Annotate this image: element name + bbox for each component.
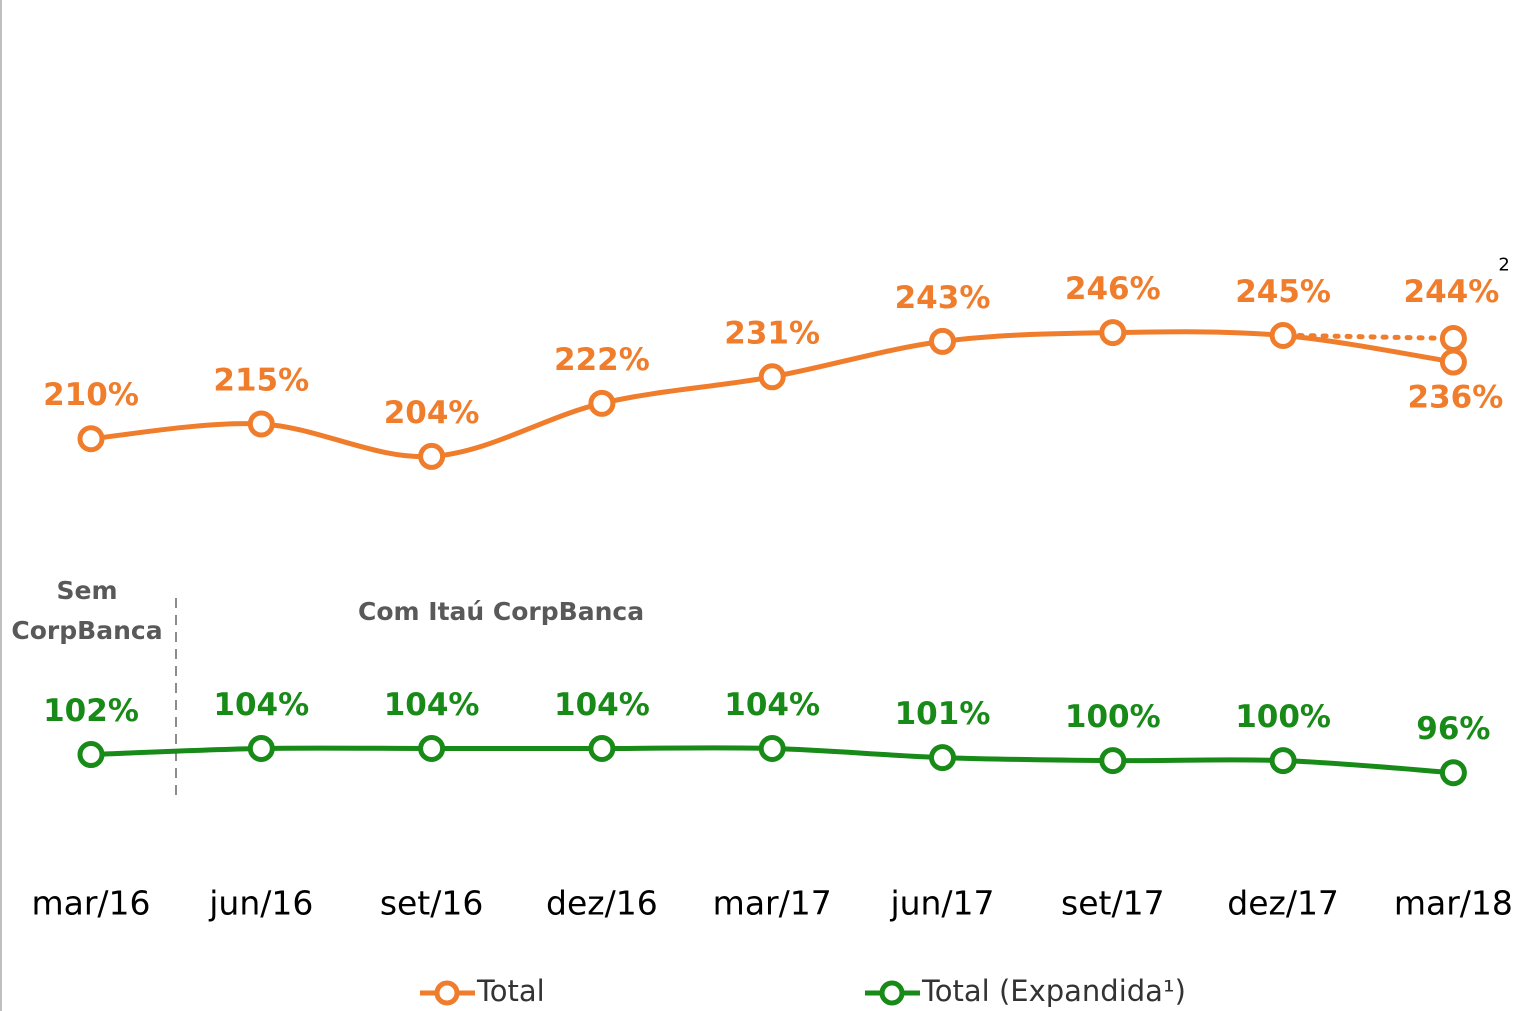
data-label: 215% xyxy=(213,362,309,398)
data-label: 102% xyxy=(43,693,139,729)
data-label: 231% xyxy=(724,315,820,351)
data-label: 104% xyxy=(554,687,650,723)
data-label: 236% xyxy=(1408,380,1504,416)
legend-label: Total xyxy=(476,974,545,1008)
data-label: 244% xyxy=(1404,274,1500,310)
annotation: CorpBanca xyxy=(11,616,162,645)
data-label: 222% xyxy=(554,342,650,378)
annotation: Sem xyxy=(56,576,117,605)
legend-label: Total (Expandida¹) xyxy=(921,974,1186,1008)
x-tick-label: mar/16 xyxy=(31,884,150,923)
data-label: 245% xyxy=(1235,274,1331,310)
legend-marker xyxy=(434,980,460,1006)
marker xyxy=(929,327,956,355)
x-tick-label: jun/16 xyxy=(208,884,313,923)
data-label: 243% xyxy=(895,280,991,316)
alt-line xyxy=(1296,333,1456,341)
data-label: 246% xyxy=(1065,271,1161,307)
x-tick-label: dez/16 xyxy=(546,884,658,923)
marker xyxy=(1269,322,1297,350)
data-label: 104% xyxy=(724,687,820,723)
x-tick-label: set/16 xyxy=(380,884,484,923)
marker xyxy=(77,425,105,453)
marker xyxy=(247,734,275,762)
marker xyxy=(247,410,275,438)
marker xyxy=(1099,319,1127,347)
marker xyxy=(929,744,956,772)
marker xyxy=(758,734,786,762)
alt-marker xyxy=(1439,324,1467,352)
data-label: 204% xyxy=(384,395,480,431)
data-label: 100% xyxy=(1065,699,1161,735)
data-label: 104% xyxy=(213,687,309,723)
x-tick-label: jun/17 xyxy=(889,884,994,923)
marker xyxy=(758,363,786,391)
annotation: Com Itaú CorpBanca xyxy=(358,597,644,626)
x-tick-label: mar/17 xyxy=(713,884,832,923)
marker xyxy=(1099,747,1127,775)
data-label: 100% xyxy=(1235,699,1331,735)
footnote-mark: 2 xyxy=(1498,254,1509,275)
data-label: 101% xyxy=(895,696,991,732)
marker xyxy=(418,734,446,762)
data-label: 104% xyxy=(384,687,480,723)
x-tick-label: mar/18 xyxy=(1394,884,1513,923)
x-tick-label: dez/17 xyxy=(1227,884,1339,923)
marker xyxy=(588,389,616,417)
legend-marker xyxy=(879,980,905,1006)
marker xyxy=(77,741,105,769)
x-tick-label: set/17 xyxy=(1061,884,1165,923)
marker xyxy=(1439,759,1467,787)
marker xyxy=(1269,747,1297,775)
marker xyxy=(1439,348,1467,376)
marker xyxy=(588,734,616,762)
marker xyxy=(418,442,446,470)
data-label: 96% xyxy=(1416,711,1490,747)
data-label: 210% xyxy=(43,377,139,413)
